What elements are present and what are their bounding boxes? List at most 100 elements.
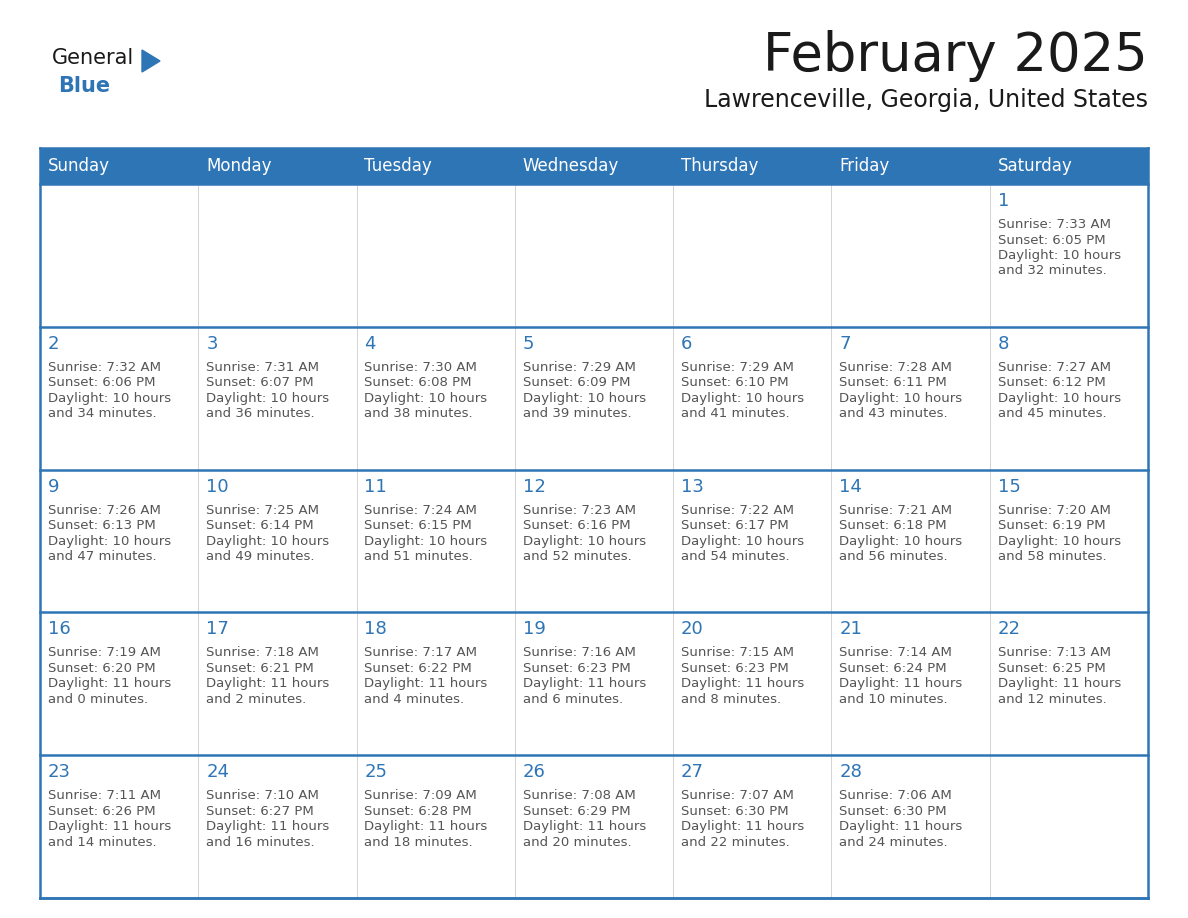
Text: 8: 8: [998, 335, 1009, 353]
Text: Daylight: 11 hours: Daylight: 11 hours: [840, 820, 962, 834]
Text: Daylight: 11 hours: Daylight: 11 hours: [840, 677, 962, 690]
Text: 24: 24: [207, 763, 229, 781]
Text: 18: 18: [365, 621, 387, 638]
Text: Daylight: 11 hours: Daylight: 11 hours: [207, 820, 329, 834]
Text: Sunrise: 7:27 AM: Sunrise: 7:27 AM: [998, 361, 1111, 374]
FancyBboxPatch shape: [40, 612, 1148, 756]
Text: Daylight: 11 hours: Daylight: 11 hours: [365, 677, 488, 690]
Text: Sunset: 6:18 PM: Sunset: 6:18 PM: [840, 519, 947, 532]
Text: Sunrise: 7:31 AM: Sunrise: 7:31 AM: [207, 361, 320, 374]
Text: and 18 minutes.: and 18 minutes.: [365, 835, 473, 849]
Text: 14: 14: [840, 477, 862, 496]
Text: Daylight: 10 hours: Daylight: 10 hours: [365, 392, 487, 405]
Text: Daylight: 10 hours: Daylight: 10 hours: [998, 392, 1120, 405]
Text: and 49 minutes.: and 49 minutes.: [207, 550, 315, 563]
Text: Sunrise: 7:32 AM: Sunrise: 7:32 AM: [48, 361, 160, 374]
Text: Sunday: Sunday: [48, 157, 110, 175]
Text: Sunset: 6:28 PM: Sunset: 6:28 PM: [365, 805, 472, 818]
Text: Sunrise: 7:10 AM: Sunrise: 7:10 AM: [207, 789, 320, 802]
Text: Daylight: 11 hours: Daylight: 11 hours: [681, 677, 804, 690]
Text: Sunrise: 7:11 AM: Sunrise: 7:11 AM: [48, 789, 160, 802]
Text: Daylight: 10 hours: Daylight: 10 hours: [207, 392, 329, 405]
Text: 12: 12: [523, 477, 545, 496]
Text: Sunrise: 7:08 AM: Sunrise: 7:08 AM: [523, 789, 636, 802]
Text: Sunset: 6:23 PM: Sunset: 6:23 PM: [523, 662, 631, 675]
Text: Sunset: 6:30 PM: Sunset: 6:30 PM: [681, 805, 789, 818]
Text: and 47 minutes.: and 47 minutes.: [48, 550, 157, 563]
Text: Sunset: 6:13 PM: Sunset: 6:13 PM: [48, 519, 156, 532]
Text: Sunrise: 7:20 AM: Sunrise: 7:20 AM: [998, 504, 1111, 517]
Polygon shape: [143, 50, 160, 72]
Text: Tuesday: Tuesday: [365, 157, 432, 175]
Text: Daylight: 10 hours: Daylight: 10 hours: [523, 392, 646, 405]
FancyBboxPatch shape: [40, 756, 1148, 898]
Text: Sunset: 6:22 PM: Sunset: 6:22 PM: [365, 662, 473, 675]
Text: Sunrise: 7:16 AM: Sunrise: 7:16 AM: [523, 646, 636, 659]
Text: Sunset: 6:07 PM: Sunset: 6:07 PM: [207, 376, 314, 389]
Text: Daylight: 10 hours: Daylight: 10 hours: [998, 534, 1120, 548]
Text: 21: 21: [840, 621, 862, 638]
Text: and 43 minutes.: and 43 minutes.: [840, 408, 948, 420]
Text: Sunrise: 7:18 AM: Sunrise: 7:18 AM: [207, 646, 320, 659]
Text: 26: 26: [523, 763, 545, 781]
Text: Lawrenceville, Georgia, United States: Lawrenceville, Georgia, United States: [704, 88, 1148, 112]
Text: Daylight: 10 hours: Daylight: 10 hours: [48, 392, 171, 405]
Text: Daylight: 11 hours: Daylight: 11 hours: [365, 820, 488, 834]
Text: and 24 minutes.: and 24 minutes.: [840, 835, 948, 849]
Text: and 8 minutes.: and 8 minutes.: [681, 693, 782, 706]
Text: 11: 11: [365, 477, 387, 496]
Text: 22: 22: [998, 621, 1020, 638]
Text: and 56 minutes.: and 56 minutes.: [840, 550, 948, 563]
Text: Sunrise: 7:21 AM: Sunrise: 7:21 AM: [840, 504, 953, 517]
Text: and 52 minutes.: and 52 minutes.: [523, 550, 632, 563]
Text: and 0 minutes.: and 0 minutes.: [48, 693, 148, 706]
Text: 2: 2: [48, 335, 59, 353]
Text: 15: 15: [998, 477, 1020, 496]
Text: 27: 27: [681, 763, 704, 781]
Text: Sunrise: 7:22 AM: Sunrise: 7:22 AM: [681, 504, 794, 517]
Text: and 32 minutes.: and 32 minutes.: [998, 264, 1106, 277]
Text: and 58 minutes.: and 58 minutes.: [998, 550, 1106, 563]
Text: Sunset: 6:26 PM: Sunset: 6:26 PM: [48, 805, 156, 818]
Text: Sunrise: 7:29 AM: Sunrise: 7:29 AM: [681, 361, 794, 374]
Text: and 34 minutes.: and 34 minutes.: [48, 408, 157, 420]
FancyBboxPatch shape: [40, 327, 1148, 470]
Text: Daylight: 11 hours: Daylight: 11 hours: [681, 820, 804, 834]
Text: 4: 4: [365, 335, 375, 353]
Text: Saturday: Saturday: [998, 157, 1073, 175]
Text: Daylight: 10 hours: Daylight: 10 hours: [207, 534, 329, 548]
Text: Sunset: 6:29 PM: Sunset: 6:29 PM: [523, 805, 631, 818]
Text: Daylight: 10 hours: Daylight: 10 hours: [681, 534, 804, 548]
Text: and 39 minutes.: and 39 minutes.: [523, 408, 631, 420]
Text: 6: 6: [681, 335, 693, 353]
Text: and 6 minutes.: and 6 minutes.: [523, 693, 623, 706]
Text: and 45 minutes.: and 45 minutes.: [998, 408, 1106, 420]
Text: Sunset: 6:12 PM: Sunset: 6:12 PM: [998, 376, 1105, 389]
Text: Daylight: 11 hours: Daylight: 11 hours: [207, 677, 329, 690]
Text: Sunset: 6:15 PM: Sunset: 6:15 PM: [365, 519, 473, 532]
Text: Sunrise: 7:23 AM: Sunrise: 7:23 AM: [523, 504, 636, 517]
Text: Sunset: 6:05 PM: Sunset: 6:05 PM: [998, 233, 1105, 247]
Text: Sunset: 6:08 PM: Sunset: 6:08 PM: [365, 376, 472, 389]
Text: and 2 minutes.: and 2 minutes.: [207, 693, 307, 706]
Text: Sunrise: 7:13 AM: Sunrise: 7:13 AM: [998, 646, 1111, 659]
Text: Daylight: 10 hours: Daylight: 10 hours: [998, 249, 1120, 262]
Text: and 12 minutes.: and 12 minutes.: [998, 693, 1106, 706]
Text: Sunset: 6:20 PM: Sunset: 6:20 PM: [48, 662, 156, 675]
Text: Daylight: 11 hours: Daylight: 11 hours: [48, 820, 171, 834]
Text: and 54 minutes.: and 54 minutes.: [681, 550, 790, 563]
Text: 25: 25: [365, 763, 387, 781]
Text: Sunset: 6:11 PM: Sunset: 6:11 PM: [840, 376, 947, 389]
Text: Sunset: 6:19 PM: Sunset: 6:19 PM: [998, 519, 1105, 532]
Text: Daylight: 10 hours: Daylight: 10 hours: [840, 392, 962, 405]
Text: 10: 10: [207, 477, 229, 496]
Text: 13: 13: [681, 477, 704, 496]
FancyBboxPatch shape: [40, 148, 1148, 184]
Text: and 38 minutes.: and 38 minutes.: [365, 408, 473, 420]
Text: Daylight: 10 hours: Daylight: 10 hours: [48, 534, 171, 548]
Text: Sunrise: 7:25 AM: Sunrise: 7:25 AM: [207, 504, 320, 517]
Text: Daylight: 11 hours: Daylight: 11 hours: [523, 820, 646, 834]
Text: and 41 minutes.: and 41 minutes.: [681, 408, 790, 420]
Text: Sunrise: 7:19 AM: Sunrise: 7:19 AM: [48, 646, 160, 659]
Text: Sunset: 6:17 PM: Sunset: 6:17 PM: [681, 519, 789, 532]
